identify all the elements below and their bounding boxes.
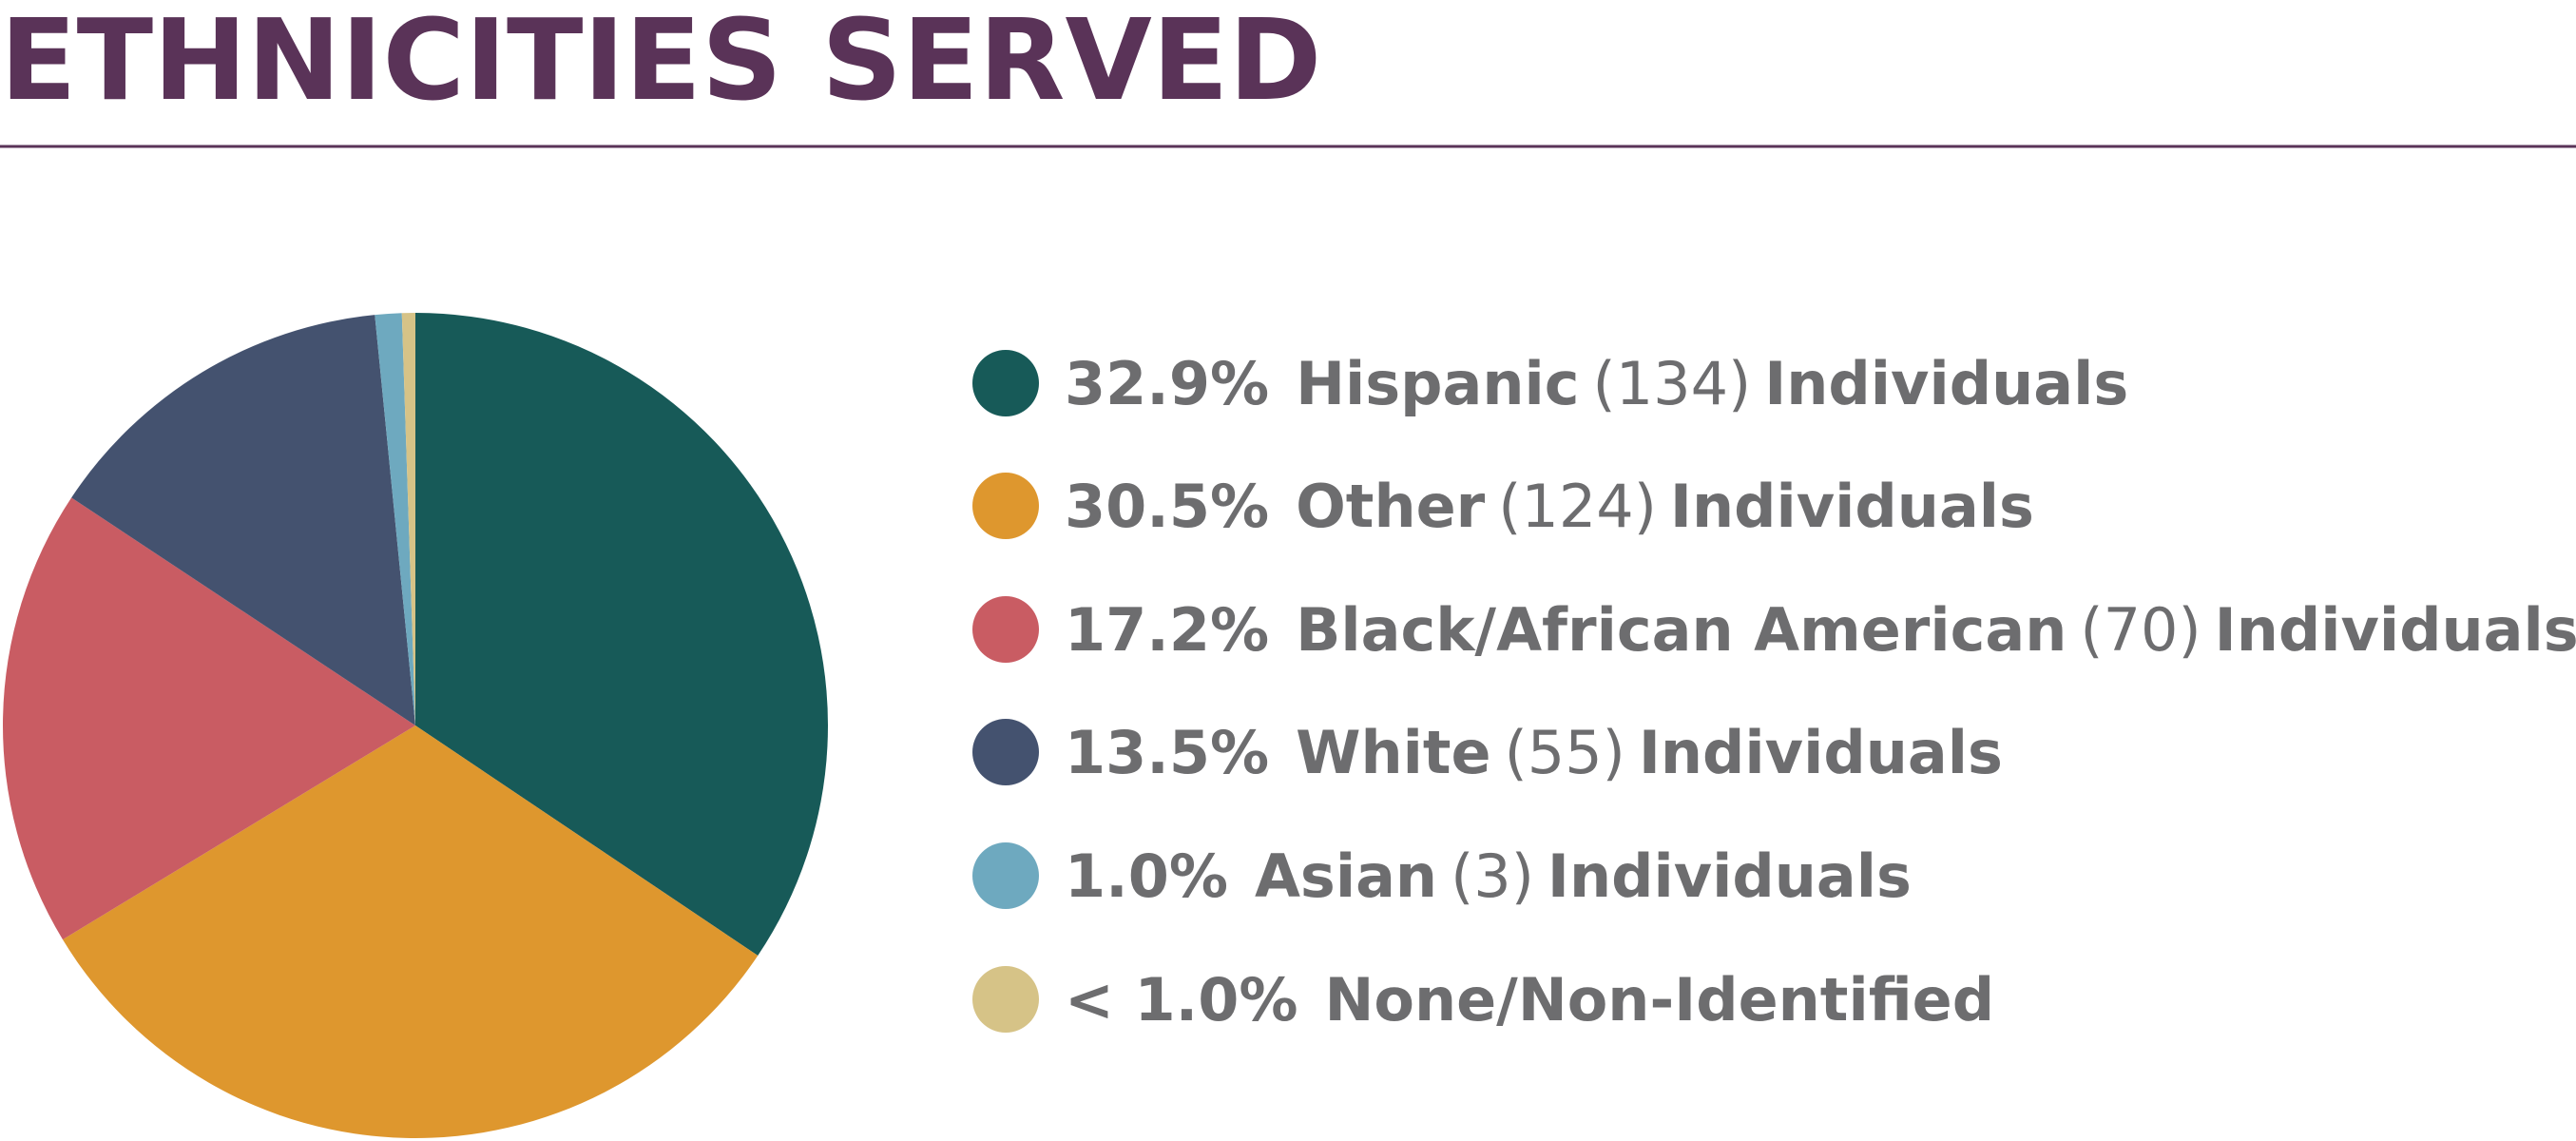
- legend-percent: 13.5%: [1065, 718, 1269, 787]
- legend-category: None/Non-Identified: [1325, 965, 1995, 1035]
- legend-suffix: Individuals: [1670, 472, 2034, 541]
- legend-suffix: Individuals: [1639, 718, 2003, 787]
- legend-count: (134): [1593, 349, 1752, 418]
- legend-suffix: Individuals: [1548, 841, 1912, 911]
- legend-percent: 17.2%: [1065, 595, 1269, 665]
- legend-swatch: [972, 719, 1039, 785]
- chart-title: ETHNICITIES SERVED: [0, 0, 1321, 126]
- legend-swatch: [972, 473, 1039, 539]
- legend-swatch: [972, 596, 1039, 663]
- legend-count: (55): [1505, 718, 1625, 787]
- legend-entry: 32.9% Hispanic (134) Individuals: [1065, 349, 2128, 418]
- legend-percent: 1.0%: [1065, 841, 1228, 911]
- legend-swatch: [972, 350, 1039, 416]
- legend-entry: 30.5% Other (124) Individuals: [1065, 472, 2034, 541]
- legend-suffix: Individuals: [2215, 595, 2576, 665]
- pie-slice: [415, 313, 828, 957]
- legend-entry: 17.2% Black/African American (70) Individua…: [1065, 595, 2576, 665]
- pie-slice: [62, 725, 759, 1138]
- pie: [2, 313, 828, 1138]
- legend-category: Asian: [1255, 841, 1437, 911]
- pie-slice: [375, 313, 415, 725]
- legend-count: (3): [1451, 841, 1534, 911]
- legend-percent: < 1.0%: [1065, 965, 1298, 1035]
- legend-suffix: Individuals: [1764, 349, 2128, 418]
- legend-swatch: [972, 966, 1039, 1033]
- legend-count: (70): [2080, 595, 2201, 665]
- legend-swatch: [972, 842, 1039, 909]
- legend-entry: 13.5% White (55) Individuals: [1065, 718, 2003, 787]
- legend-category: Hispanic: [1296, 349, 1579, 418]
- pie-slice: [71, 315, 416, 725]
- pie-slice: [401, 313, 415, 725]
- legend-entry: 1.0% Asian (3) Individuals: [1065, 841, 1912, 911]
- legend-percent: 30.5%: [1065, 472, 1269, 541]
- pie-slice: [2, 497, 416, 940]
- legend-category: Other: [1296, 472, 1486, 541]
- legend-entry: < 1.0% None/Non-Identified: [1065, 965, 1994, 1035]
- legend-percent: 32.9%: [1065, 349, 1269, 418]
- legend-count: (124): [1498, 472, 1657, 541]
- legend-category: Black/African American: [1296, 595, 2067, 665]
- legend-category: White: [1296, 718, 1490, 787]
